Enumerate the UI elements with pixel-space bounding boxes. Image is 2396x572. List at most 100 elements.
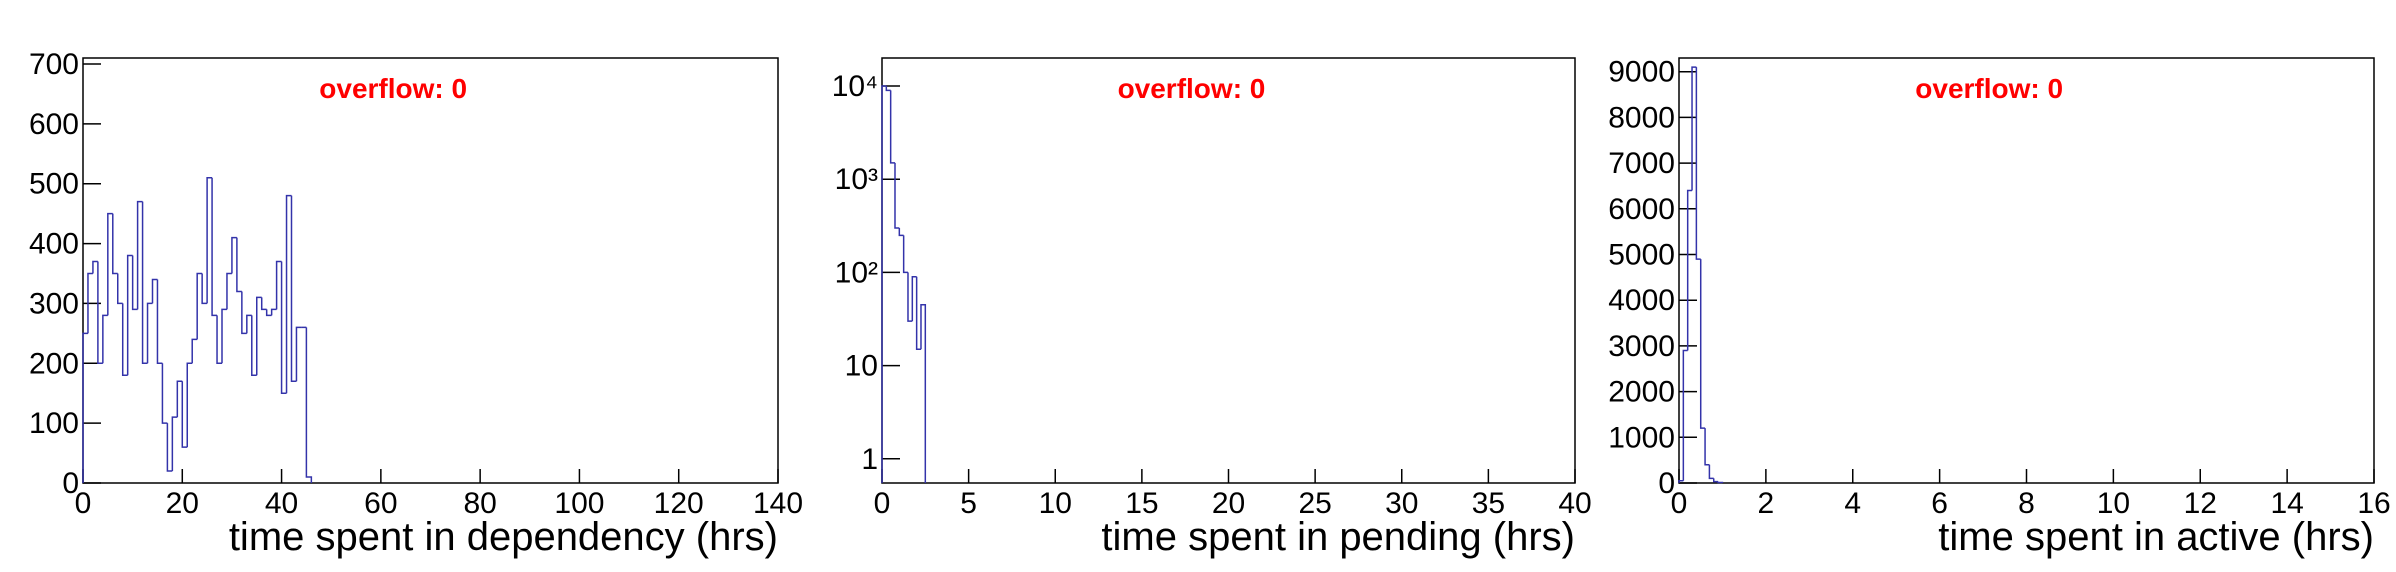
y-tick-label: 6000 bbox=[1608, 193, 1675, 226]
histogram-bin bbox=[270, 308, 277, 316]
histogram-bin bbox=[920, 303, 927, 483]
histogram-bin bbox=[161, 363, 168, 424]
histogram-bin bbox=[186, 362, 193, 448]
histogram-bin bbox=[907, 272, 913, 322]
y-tick-label: 1 bbox=[861, 443, 878, 476]
x-tick-label: 40 bbox=[1558, 487, 1591, 520]
histogram-bin bbox=[171, 416, 178, 472]
histogram-bin bbox=[295, 326, 302, 382]
histogram-bin bbox=[211, 177, 218, 317]
x-tick-label: 0 bbox=[75, 487, 92, 520]
x-tick-label: 100 bbox=[554, 487, 604, 520]
x-axis-title: time spent in dependency (hrs) bbox=[229, 515, 778, 559]
histogram-bin bbox=[305, 327, 313, 483]
histogram-bin bbox=[87, 272, 93, 334]
histogram-bin bbox=[241, 291, 247, 335]
histogram-bin bbox=[881, 85, 887, 483]
histogram-bin bbox=[246, 314, 252, 334]
x-tick-label: 14 bbox=[2270, 487, 2303, 520]
x-tick-label: 120 bbox=[654, 487, 704, 520]
x-tick-label: 5 bbox=[960, 487, 977, 520]
histogram-panel: 1 10 10² 10³ 10⁴ 0 5 10 15 20 25 30 35 40 overflow: 0 t… bbox=[832, 57, 1592, 559]
histogram-bin bbox=[902, 235, 908, 274]
histogram-bin bbox=[265, 309, 272, 317]
histogram-bin bbox=[256, 296, 262, 376]
histogram-bin bbox=[1691, 66, 1697, 191]
y-tick-label: 10 bbox=[845, 350, 878, 383]
annotation: overflow: 0 bbox=[1118, 73, 1266, 104]
histogram-bin bbox=[121, 303, 128, 377]
histogram-bin bbox=[97, 261, 103, 365]
histogram-bin bbox=[889, 90, 895, 164]
x-tick-label: 20 bbox=[1212, 487, 1245, 520]
y-tick-label: 8000 bbox=[1608, 101, 1675, 134]
y-tick-label: 0 bbox=[62, 467, 79, 500]
histogram-bin bbox=[141, 201, 148, 365]
histogram-bin bbox=[102, 314, 108, 364]
histogram-bin bbox=[280, 261, 287, 394]
x-axis-title: time spent in active (hrs) bbox=[1938, 515, 2374, 559]
y-tick-label: 10⁴ bbox=[832, 70, 878, 103]
histogram-bin bbox=[176, 380, 183, 418]
y-tick-label: 400 bbox=[29, 228, 79, 261]
y-tick-label: 2000 bbox=[1608, 376, 1675, 409]
histogram-bin bbox=[216, 315, 222, 365]
y-tick-label: 4000 bbox=[1608, 284, 1675, 317]
x-tick-label: 10 bbox=[1039, 487, 1072, 520]
histogram-bin bbox=[82, 332, 88, 483]
y-tick-label: 9000 bbox=[1608, 56, 1675, 89]
histogram-bin bbox=[131, 255, 138, 311]
histogram-bin bbox=[181, 381, 188, 448]
y-tick-label: 7000 bbox=[1608, 147, 1675, 180]
y-tick-label: 200 bbox=[29, 347, 79, 380]
x-tick-label: 25 bbox=[1298, 487, 1331, 520]
histogram-bin bbox=[117, 273, 123, 305]
histogram-bin bbox=[156, 279, 163, 365]
histogram-bin bbox=[251, 315, 257, 377]
x-tick-label: 6 bbox=[1931, 487, 1948, 520]
plot-frame bbox=[1678, 57, 2375, 484]
x-tick-label: 0 bbox=[1671, 487, 1688, 520]
histogram-bin bbox=[1708, 464, 1714, 480]
x-tick-label: 8 bbox=[2018, 487, 2035, 520]
histogram-bin bbox=[1682, 349, 1688, 481]
histogram-bin bbox=[221, 308, 227, 364]
histogram-bin bbox=[275, 260, 282, 310]
x-tick-label: 12 bbox=[2184, 487, 2217, 520]
histogram-bin bbox=[107, 212, 113, 316]
histogram-bin bbox=[1704, 428, 1710, 466]
x-tick-label: 60 bbox=[364, 487, 397, 520]
histogram-bin bbox=[206, 176, 213, 304]
histogram-bin bbox=[894, 162, 900, 229]
x-tick-label: 4 bbox=[1844, 487, 1861, 520]
histogram-bin bbox=[1678, 479, 1684, 483]
histogram-bin bbox=[136, 200, 143, 310]
histogram-bin bbox=[126, 254, 133, 376]
histogram-bin bbox=[1686, 189, 1693, 351]
histogram-bin bbox=[260, 297, 267, 311]
histogram-bin bbox=[1699, 259, 1706, 429]
x-tick-label: 15 bbox=[1125, 487, 1158, 520]
x-tick-label: 20 bbox=[166, 487, 199, 520]
y-tick-label: 1000 bbox=[1608, 421, 1675, 454]
x-axis-title: time spent in pending (hrs) bbox=[1101, 515, 1575, 559]
x-tick-label: 30 bbox=[1385, 487, 1418, 520]
y-tick-label: 700 bbox=[29, 48, 79, 81]
x-tick-label: 16 bbox=[2357, 487, 2390, 520]
histogram-bin bbox=[885, 86, 891, 92]
histogram-bin bbox=[1713, 478, 1719, 483]
y-tick-label: 500 bbox=[29, 168, 79, 201]
histogram-panel: 0 1000 2000 3000 4000 5000 6000 7000 8000 9000 0 2 4… bbox=[1608, 56, 2390, 559]
y-tick-label: 100 bbox=[29, 407, 79, 440]
histogram-bin bbox=[92, 260, 98, 274]
histogram-bin bbox=[898, 227, 904, 237]
histogram-bin bbox=[911, 275, 917, 322]
histogram-bin bbox=[1695, 67, 1701, 260]
annotation: overflow: 0 bbox=[319, 73, 467, 104]
histogram-bin bbox=[231, 236, 237, 274]
histogram-bin bbox=[201, 273, 208, 305]
y-tick-label: 10³ bbox=[835, 163, 878, 196]
histogram-bin bbox=[236, 237, 242, 293]
histogram-bin bbox=[166, 423, 173, 472]
